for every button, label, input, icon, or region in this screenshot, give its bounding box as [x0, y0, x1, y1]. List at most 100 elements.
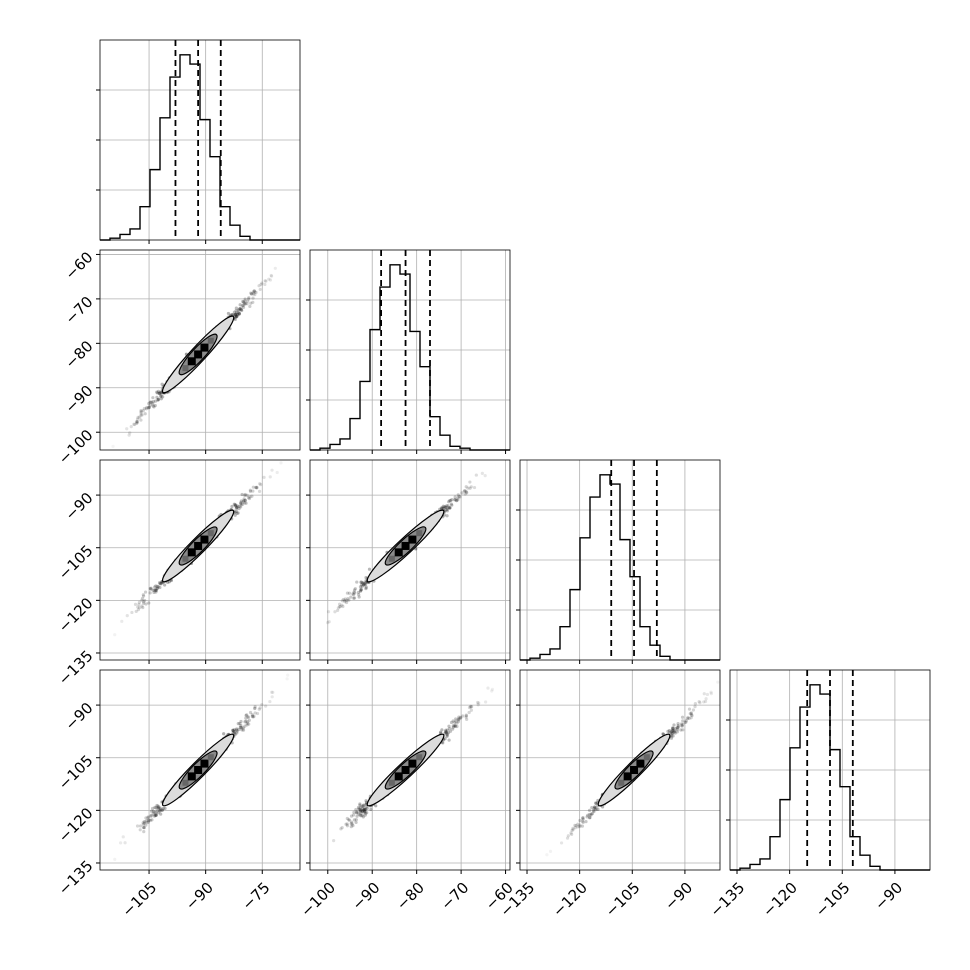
sample-point	[355, 580, 359, 584]
sample-point	[236, 308, 240, 312]
sample-point	[142, 601, 146, 606]
sample-point	[233, 504, 237, 508]
sample-point	[337, 602, 342, 606]
sample-point	[446, 504, 450, 508]
sample-point	[267, 277, 271, 281]
sample-point	[358, 803, 362, 807]
sample-point	[591, 808, 595, 813]
sample-point	[347, 818, 351, 822]
sample-point	[450, 503, 454, 507]
sample-point	[327, 620, 331, 624]
sample-point	[336, 606, 340, 610]
sample-point	[500, 453, 503, 456]
sample-point	[135, 824, 140, 828]
sample-point	[127, 433, 131, 437]
sample-point	[672, 730, 676, 734]
sample-point	[569, 831, 573, 835]
sample-point	[154, 588, 158, 592]
sample-point	[451, 727, 455, 731]
sample-point	[239, 503, 243, 507]
sample-point	[364, 583, 368, 587]
sample-point	[704, 697, 708, 701]
sample-point	[152, 588, 156, 592]
density-core	[618, 779, 625, 786]
sample-point	[468, 486, 472, 490]
density-core	[416, 754, 423, 761]
sample-point	[545, 853, 549, 857]
sample-point	[675, 726, 679, 730]
sample-point	[157, 391, 161, 395]
sample-point	[666, 729, 670, 733]
panel-content	[113, 461, 283, 637]
sample-point	[367, 567, 372, 571]
sample-point	[463, 492, 467, 496]
panel-frame	[99, 669, 301, 871]
sample-point	[234, 509, 239, 514]
sample-point	[483, 473, 487, 478]
sample-point	[156, 398, 160, 402]
sample-point	[255, 485, 259, 489]
sample-point	[152, 405, 156, 409]
sample-point	[445, 507, 449, 512]
sample-point	[361, 806, 365, 811]
sample-point	[358, 807, 362, 811]
sample-point	[259, 483, 263, 487]
sample-point	[448, 499, 452, 503]
sample-point	[356, 810, 360, 814]
sample-point	[156, 397, 160, 401]
sample-point	[142, 594, 146, 598]
sample-point	[586, 813, 590, 817]
sample-point	[243, 720, 247, 724]
density-core	[207, 754, 214, 761]
sample-point	[670, 731, 674, 735]
sample-point	[465, 491, 469, 495]
sample-point	[365, 811, 369, 815]
density-core	[408, 535, 417, 544]
sample-point	[576, 825, 580, 829]
sample-point	[465, 717, 469, 721]
sample-point	[154, 584, 158, 588]
sample-point	[236, 311, 240, 315]
y-tick-label: −135	[55, 647, 97, 689]
sample-point	[252, 714, 256, 718]
x-tick-label: −90	[348, 879, 383, 914]
sample-point	[142, 407, 146, 411]
sample-point	[141, 825, 146, 830]
sample-point	[453, 724, 457, 728]
sample-point	[138, 828, 142, 832]
sample-point	[464, 489, 468, 493]
sample-point	[231, 728, 235, 732]
sample-point	[444, 730, 448, 734]
density-core	[388, 779, 395, 786]
sample-point	[469, 485, 473, 489]
sample-point	[349, 814, 354, 818]
density-core	[643, 754, 650, 761]
sample-point	[255, 711, 260, 716]
y-tick-label: −90	[61, 382, 96, 417]
sample-point	[338, 605, 342, 609]
sample-point	[472, 485, 477, 490]
sample-point	[142, 825, 146, 830]
sample-point	[242, 497, 246, 501]
sample-point	[359, 805, 363, 809]
sample-point	[257, 707, 261, 711]
sample-point	[154, 588, 158, 592]
sample-point	[248, 710, 253, 715]
sample-point	[137, 602, 141, 607]
sample-point	[147, 601, 151, 605]
sample-point	[151, 400, 155, 404]
sample-point	[161, 806, 165, 811]
scatter-panel-0-3	[96, 669, 301, 874]
sample-point	[453, 724, 457, 729]
density-core	[182, 555, 189, 562]
sample-point	[475, 700, 480, 705]
sample-point	[248, 489, 253, 493]
sample-point	[305, 635, 308, 638]
sample-point	[239, 723, 243, 728]
sample-point	[351, 593, 356, 597]
sample-point	[154, 813, 158, 817]
sample-point	[361, 804, 366, 808]
sample-point	[240, 492, 244, 497]
sample-point	[456, 719, 460, 724]
